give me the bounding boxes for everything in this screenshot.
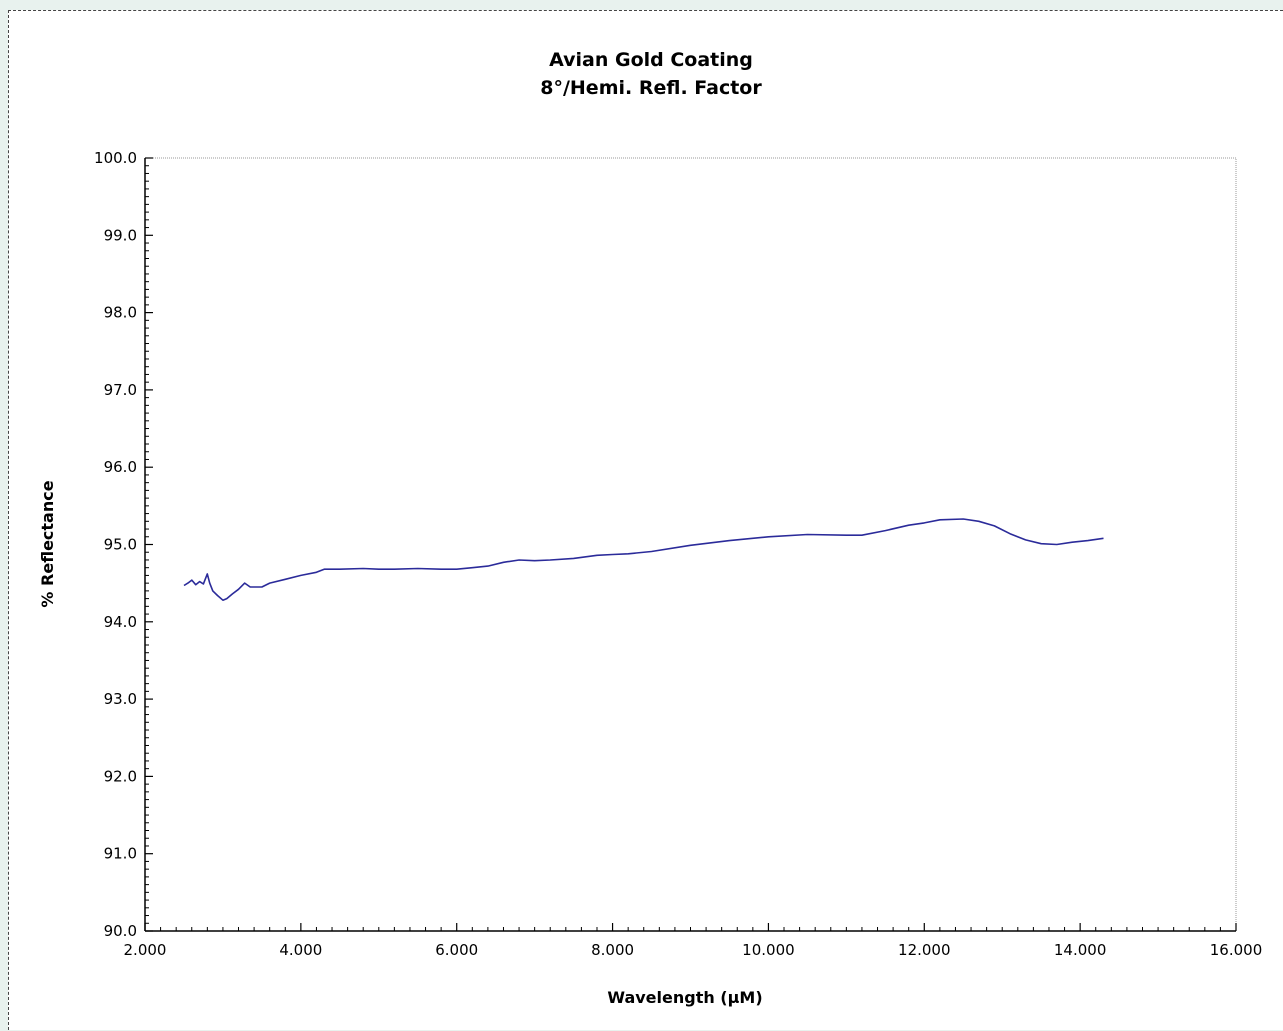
y-axis-ticks: 90.0 91.0 92.0 93.0 94.0 95.0 96.0 97.0 98.0 99.0…: [94, 149, 153, 940]
y-tick-label: 93.0: [104, 690, 137, 708]
line-chart: Avian Gold Coating 8°/Hemi. Refl. Factor…: [38, 49, 1263, 1007]
series-layer: [183, 518, 1104, 602]
y-tick-label: 96.0: [104, 458, 137, 476]
x-axis-ticks: 2.000 4.000 6.000 8.000 10.000 12.000 14.000 16…: [124, 923, 1263, 959]
x-axis-title: Wavelength (µM): [607, 988, 762, 1007]
y-tick-label: 94.0: [104, 613, 137, 631]
y-tick-label: 91.0: [104, 845, 137, 863]
x-tick-label: 16.000: [1210, 941, 1263, 959]
x-tick-label: 6.000: [435, 941, 478, 959]
x-tick-label: 10.000: [742, 941, 795, 959]
y-tick-label: 99.0: [104, 226, 137, 244]
x-tick-label: 12.000: [898, 941, 951, 959]
x-tick-label: 2.000: [124, 941, 167, 959]
chart-frame: Avian Gold Coating 8°/Hemi. Refl. Factor…: [8, 10, 1283, 1030]
reflectance-series-line: [183, 518, 1104, 602]
x-tick-label: 8.000: [591, 941, 634, 959]
chart-subtitle: 8°/Hemi. Refl. Factor: [540, 77, 762, 99]
y-tick-label: 95.0: [104, 536, 137, 554]
y-tick-label: 97.0: [104, 381, 137, 399]
y-tick-label: 92.0: [104, 767, 137, 785]
y-tick-label: 90.0: [104, 922, 137, 940]
y-tick-label: 100.0: [94, 149, 137, 167]
chart-title: Avian Gold Coating: [549, 49, 753, 71]
y-tick-label: 98.0: [104, 304, 137, 322]
x-tick-label: 14.000: [1054, 941, 1107, 959]
y-axis-title: % Reflectance: [38, 480, 57, 607]
x-tick-label: 4.000: [279, 941, 322, 959]
